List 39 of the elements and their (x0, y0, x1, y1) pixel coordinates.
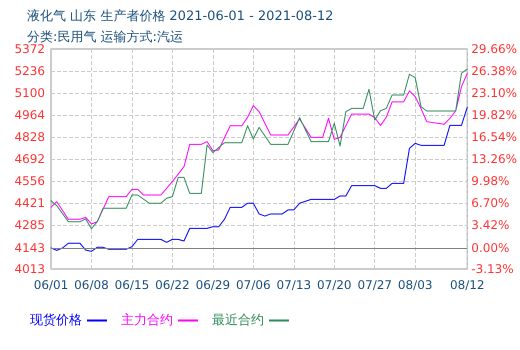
x-tick-label: 06/29 (196, 278, 230, 292)
chart-subtitle: 分类:民用气 运输方式:汽运 (27, 29, 183, 45)
y-tick-label: 4421 (14, 196, 45, 210)
y-tick-label: 4828 (14, 130, 45, 144)
y2-tick-label: 6.70% (471, 196, 510, 210)
x-tick-label: 06/08 (74, 278, 109, 292)
y2-tick-label: 0.00% (471, 241, 510, 255)
chart-title: 液化气 山东 生产者价格 2021-06-01 - 2021-08-12 (27, 9, 334, 24)
y2-tick-label: 29.66% (471, 42, 518, 56)
line-series (50, 106, 468, 252)
x-tick-label: 08/12 (450, 278, 485, 292)
x-tick-label: 07/06 (236, 278, 271, 292)
y2-tick-label: 19.82% (471, 108, 518, 122)
y-tick-label: 4285 (14, 218, 45, 232)
y-tick-label: 4556 (14, 174, 45, 188)
x-tick-label: 06/22 (155, 278, 190, 292)
y-tick-label: 4964 (14, 108, 45, 122)
y-tick-label: 4013 (14, 262, 45, 276)
y-tick-label: 5236 (14, 64, 45, 78)
x-tick-label: 07/13 (276, 278, 312, 292)
x-tick-label: 06/15 (114, 278, 150, 292)
y2-tick-label: 26.38% (471, 64, 518, 78)
y2-tick-label: -3.13% (471, 262, 514, 276)
y2-tick-label: 16.54% (471, 130, 518, 144)
x-tick-label: 06/01 (34, 278, 68, 292)
y-tick-label: 4692 (14, 152, 45, 166)
x-tick-label: 08/03 (398, 278, 433, 292)
y2-tick-label: 3.42% (471, 218, 510, 232)
legend-label: 现货价格 (30, 313, 82, 328)
y-tick-label: 4143 (14, 240, 45, 255)
x-tick-label: 07/20 (316, 278, 352, 292)
legend-label: 最近合约 (212, 313, 264, 328)
y-tick-label: 5100 (14, 86, 45, 100)
legend-label: 主力合约 (121, 312, 173, 328)
y2-tick-label: 23.10% (471, 86, 518, 100)
y2-tick-label: 9.98% (471, 174, 510, 188)
y-tick-label: 5372 (14, 42, 45, 56)
x-tick-label: 07/27 (357, 278, 392, 292)
y2-tick-label: 13.26% (471, 152, 518, 166)
